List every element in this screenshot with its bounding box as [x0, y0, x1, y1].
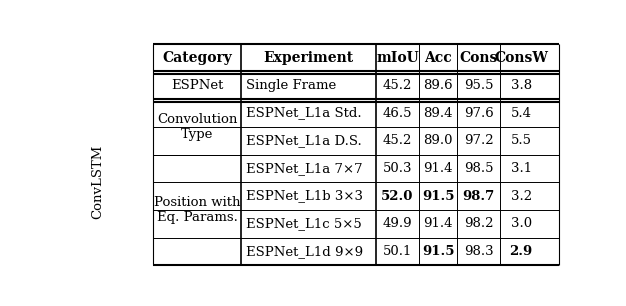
Text: 3.1: 3.1: [511, 162, 531, 175]
Text: 91.5: 91.5: [422, 245, 454, 258]
Text: 46.5: 46.5: [382, 106, 413, 120]
Text: 98.3: 98.3: [464, 245, 493, 258]
Text: 98.2: 98.2: [464, 217, 493, 230]
Text: mIoU: mIoU: [376, 50, 419, 65]
Text: 45.2: 45.2: [383, 134, 412, 147]
Text: ESPNet_L1c 5×5: ESPNet_L1c 5×5: [247, 217, 362, 230]
Text: 45.2: 45.2: [383, 79, 412, 92]
Text: 89.0: 89.0: [423, 134, 453, 147]
Text: 3.2: 3.2: [511, 189, 531, 203]
Text: 91.4: 91.4: [423, 217, 453, 230]
Text: Category: Category: [162, 50, 232, 65]
Text: 91.5: 91.5: [422, 189, 454, 203]
Text: ESPNet_L1a D.S.: ESPNet_L1a D.S.: [247, 134, 362, 147]
Text: 97.6: 97.6: [464, 106, 493, 120]
Text: 2.9: 2.9: [510, 245, 533, 258]
Text: Position with
Eq. Params.: Position with Eq. Params.: [154, 196, 240, 224]
Text: Single Frame: Single Frame: [247, 79, 337, 92]
Text: 50.1: 50.1: [383, 245, 412, 258]
Text: Acc: Acc: [424, 50, 452, 65]
Text: 3.8: 3.8: [511, 79, 531, 92]
Text: ConvLSTM: ConvLSTM: [91, 145, 104, 219]
Text: 3.0: 3.0: [511, 217, 531, 230]
Text: 50.3: 50.3: [382, 162, 413, 175]
Text: 91.4: 91.4: [423, 162, 453, 175]
Text: 52.0: 52.0: [381, 189, 414, 203]
Text: ESPNet_L1a 7×7: ESPNet_L1a 7×7: [247, 162, 363, 175]
Text: ConsW: ConsW: [494, 50, 548, 65]
Text: 5.5: 5.5: [511, 134, 531, 147]
Text: ESPNet: ESPNet: [171, 79, 223, 92]
Text: 89.6: 89.6: [423, 79, 453, 92]
Text: 89.4: 89.4: [423, 106, 453, 120]
Text: 98.7: 98.7: [463, 189, 495, 203]
Text: 5.4: 5.4: [511, 106, 531, 120]
Text: 49.9: 49.9: [382, 217, 413, 230]
Text: 97.2: 97.2: [464, 134, 493, 147]
Text: Convolution
Type: Convolution Type: [156, 113, 237, 141]
Text: ESPNet_L1a Std.: ESPNet_L1a Std.: [247, 106, 362, 120]
Text: ESPNet_L1d 9×9: ESPNet_L1d 9×9: [247, 245, 364, 258]
Text: ESPNet_L1b 3×3: ESPNet_L1b 3×3: [247, 189, 363, 203]
Text: 98.5: 98.5: [464, 162, 493, 175]
Text: 95.5: 95.5: [464, 79, 493, 92]
Text: Experiment: Experiment: [264, 50, 354, 65]
Text: Cons: Cons: [459, 50, 498, 65]
